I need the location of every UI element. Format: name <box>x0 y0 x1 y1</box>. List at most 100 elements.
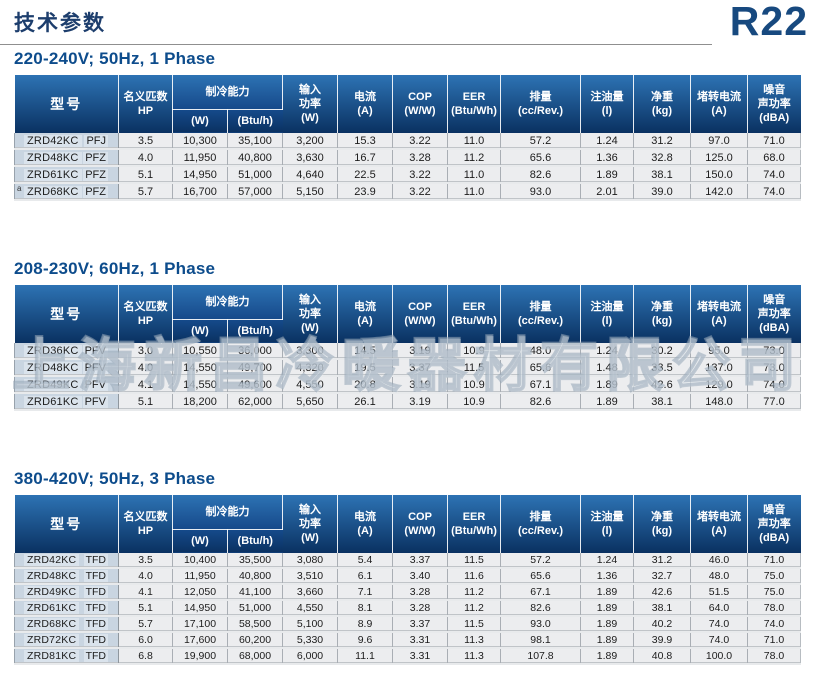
cell-current-a: 11.1 <box>337 648 393 665</box>
cell-hp: 4.0 <box>118 359 173 377</box>
cell-oil: 1.89 <box>580 166 634 184</box>
cell-lra: 137.0 <box>690 359 748 377</box>
cell-lra: 125.0 <box>690 149 748 167</box>
model-code: ZRD68KC <box>24 618 80 630</box>
table-body: ZRD42KC TFD 3.5 10,400 35,500 3,080 5.4 3.37 11.… <box>14 553 801 665</box>
cell-displacement: 65.6 <box>500 359 581 377</box>
cell-weight: 40.8 <box>633 648 691 665</box>
cell-noise: 71.0 <box>747 632 801 649</box>
cell-current-a: 9.6 <box>337 632 393 649</box>
cell-weight: 40.2 <box>633 616 691 633</box>
cell-oil: 1.89 <box>580 648 634 665</box>
model-footnote-marker: a <box>17 184 22 193</box>
model-suffix: TFD <box>83 618 108 630</box>
cell-cooling-btu: 57,000 <box>227 183 283 201</box>
cell-oil: 1.89 <box>580 632 634 649</box>
cell-input-w: 5,650 <box>282 393 338 411</box>
model-code: ZRD68KC <box>24 185 82 198</box>
cell-weight: 31.2 <box>633 553 691 569</box>
cell-input-w: 3,660 <box>282 584 338 601</box>
cell-model: ZRD49KC PFV <box>14 376 119 394</box>
cell-oil: 1.89 <box>580 584 634 601</box>
cell-model: ZRD48KC TFD <box>14 568 119 585</box>
col-header-input-power: 输入 功率 (W) <box>282 495 338 553</box>
cell-eer: 11.6 <box>447 568 501 585</box>
col-header-cooling-w: (W) <box>172 319 228 343</box>
col-header-net-weight: 净重 (kg) <box>633 285 691 343</box>
cell-model: ZRD42KC PFJ <box>14 133 119 150</box>
cell-lra: 129.0 <box>690 376 748 394</box>
cell-lra: 74.0 <box>690 616 748 633</box>
model-suffix: PFV <box>82 344 108 357</box>
cell-model: ZRD48KC PFZ <box>14 149 119 167</box>
cell-displacement: 107.8 <box>500 648 581 665</box>
cell-input-w: 5,100 <box>282 616 338 633</box>
section-heading: 380-420V; 50Hz, 3 Phase <box>14 469 216 488</box>
cell-eer: 11.2 <box>447 584 501 601</box>
cell-noise: 77.0 <box>747 393 801 411</box>
spec-sections: 220-240V; 50Hz, 1 Phase 型号 名义匹数 HP 制冷能力 … <box>14 49 801 665</box>
cell-weight: 31.2 <box>633 133 691 150</box>
cell-noise: 73.0 <box>747 359 801 377</box>
cell-eer: 11.0 <box>447 166 501 184</box>
cell-input-w: 3,510 <box>282 568 338 585</box>
section-heading: 220-240V; 50Hz, 1 Phase <box>14 49 216 68</box>
cell-current-a: 5.4 <box>337 553 393 569</box>
model-suffix: PFV <box>82 378 108 391</box>
cell-eer: 11.0 <box>447 183 501 201</box>
cell-cooling-w: 14,550 <box>172 359 228 377</box>
col-header-net-weight: 净重 (kg) <box>633 495 691 553</box>
model-code: ZRD49KC <box>24 586 80 598</box>
table-row: ZRD61KC PFZ 5.1 14,950 51,000 4,640 22.5 3.22 11… <box>14 166 801 184</box>
cell-hp: 6.8 <box>118 648 173 665</box>
table-row: ZRD61KC TFD 5.1 14,950 51,000 4,550 8.1 3.28 11.… <box>14 600 801 617</box>
cell-hp: 5.7 <box>118 183 173 201</box>
cell-cop: 3.19 <box>392 393 448 411</box>
cell-oil: 1.36 <box>580 149 634 167</box>
cell-model: ZRD68KC TFD <box>14 616 119 633</box>
cell-displacement: 98.1 <box>500 632 581 649</box>
col-header-cooling-btu: (Btu/h) <box>227 529 283 553</box>
model-code: ZRD36KC <box>24 344 82 357</box>
col-header-current: 电流 (A) <box>337 75 393 133</box>
model-suffix: PFV <box>82 361 108 374</box>
cell-oil: 1.36 <box>580 568 634 585</box>
cell-current-a: 15.3 <box>337 133 393 150</box>
cell-cop: 3.37 <box>392 359 448 377</box>
cell-oil: 1.24 <box>580 133 634 150</box>
cell-noise: 75.0 <box>747 568 801 585</box>
cell-model: ZRD48KC PFV <box>14 359 119 377</box>
cell-displacement: 57.2 <box>500 133 581 150</box>
col-header-displacement: 排量 (cc/Rev.) <box>500 285 581 343</box>
cell-noise: 71.0 <box>747 133 801 150</box>
cell-cooling-btu: 40,800 <box>227 149 283 167</box>
model-suffix: TFD <box>83 586 108 598</box>
model-suffix: TFD <box>83 570 108 582</box>
col-header-sound-power: 噪音 声功率 (dBA) <box>747 495 801 553</box>
table-header: 型号 名义匹数 HP 制冷能力 输入 功率 (W) 电流 (A) COP (W/… <box>14 75 801 133</box>
cell-lra: 100.0 <box>690 648 748 665</box>
cell-model: ZRD72KC TFD <box>14 632 119 649</box>
cell-noise: 74.0 <box>747 616 801 633</box>
cell-weight: 32.7 <box>633 568 691 585</box>
table-header: 型号 名义匹数 HP 制冷能力 输入 功率 (W) 电流 (A) COP (W/… <box>14 285 801 343</box>
cell-model: ZRD42KC TFD <box>14 553 119 569</box>
voltage-section: 220-240V; 50Hz, 1 Phase 型号 名义匹数 HP 制冷能力 … <box>14 49 801 201</box>
cell-cooling-w: 16,700 <box>172 183 228 201</box>
cell-noise: 73.0 <box>747 343 801 360</box>
cell-noise: 78.0 <box>747 648 801 665</box>
cell-weight: 38.1 <box>633 600 691 617</box>
cell-hp: 5.1 <box>118 600 173 617</box>
col-header-cooling-capacity: 制冷能力 <box>172 285 283 320</box>
cell-displacement: 82.6 <box>500 393 581 411</box>
col-header-current: 电流 (A) <box>337 285 393 343</box>
cell-current-a: 7.1 <box>337 584 393 601</box>
cell-cooling-w: 12,050 <box>172 584 228 601</box>
model-code: ZRD42KC <box>24 134 82 147</box>
col-header-cooling-w: (W) <box>172 109 228 133</box>
cell-cooling-btu: 35,500 <box>227 553 283 569</box>
cell-input-w: 3,630 <box>282 149 338 167</box>
cell-displacement: 57.2 <box>500 553 581 569</box>
cell-hp: 6.0 <box>118 632 173 649</box>
